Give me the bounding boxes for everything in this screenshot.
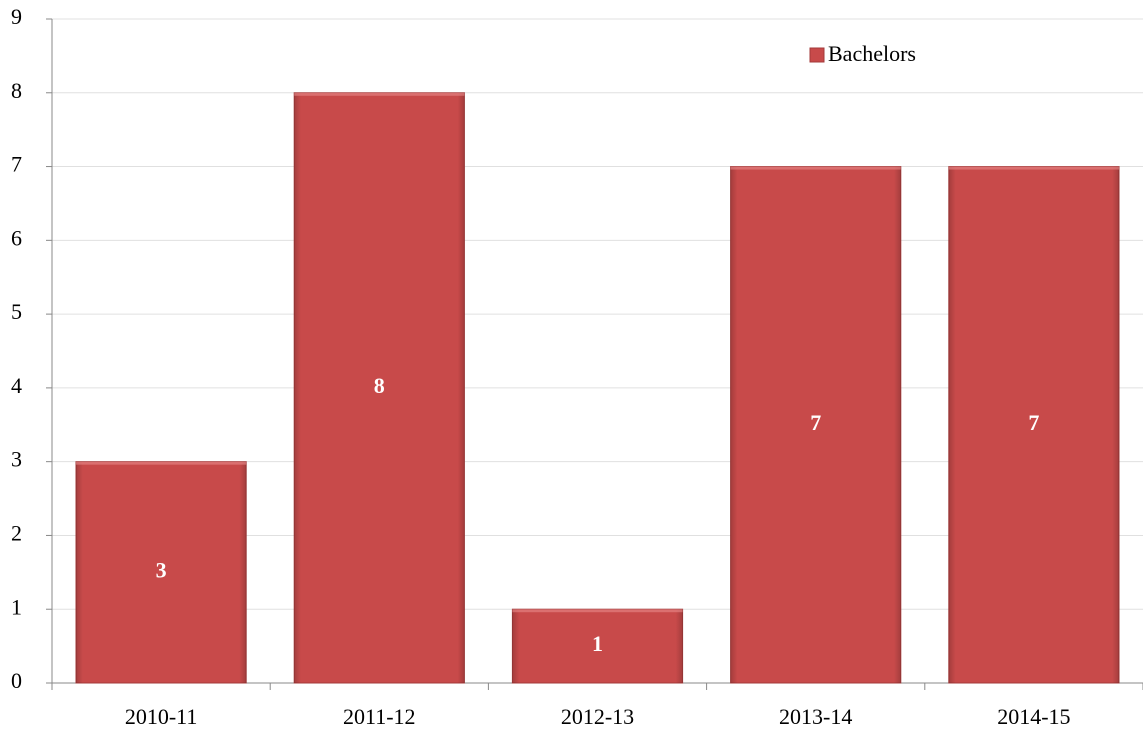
legend-swatch xyxy=(809,47,825,63)
data-label: 7 xyxy=(1028,410,1039,435)
x-tick-label: 2010-11 xyxy=(125,704,198,729)
legend-label: Bachelors xyxy=(828,41,916,66)
x-tick-label: 2011-12 xyxy=(343,704,416,729)
bar-top-bevel xyxy=(76,461,247,465)
y-tick-label: 4 xyxy=(11,373,22,398)
bar-top-bevel xyxy=(948,166,1119,170)
y-tick-label: 6 xyxy=(11,225,22,250)
bar-top-bevel xyxy=(294,92,465,96)
x-tick-label: 2012-13 xyxy=(561,704,634,729)
x-tick-label: 2013-14 xyxy=(779,704,852,729)
y-tick-label: 5 xyxy=(11,299,22,324)
bar-top-bevel xyxy=(730,166,901,170)
y-tick-label: 9 xyxy=(11,4,22,29)
y-tick-label: 8 xyxy=(11,78,22,103)
bar-top-bevel xyxy=(512,609,683,613)
x-tick-label: 2014-15 xyxy=(997,704,1070,729)
y-tick-label: 7 xyxy=(11,152,22,177)
data-label: 3 xyxy=(156,557,167,582)
y-tick-label: 0 xyxy=(11,668,22,693)
data-label: 1 xyxy=(592,631,603,656)
data-label: 8 xyxy=(374,373,385,398)
y-tick-label: 3 xyxy=(11,447,22,472)
data-label: 7 xyxy=(810,410,821,435)
y-tick-label: 2 xyxy=(11,520,22,545)
y-tick-label: 1 xyxy=(11,594,22,619)
